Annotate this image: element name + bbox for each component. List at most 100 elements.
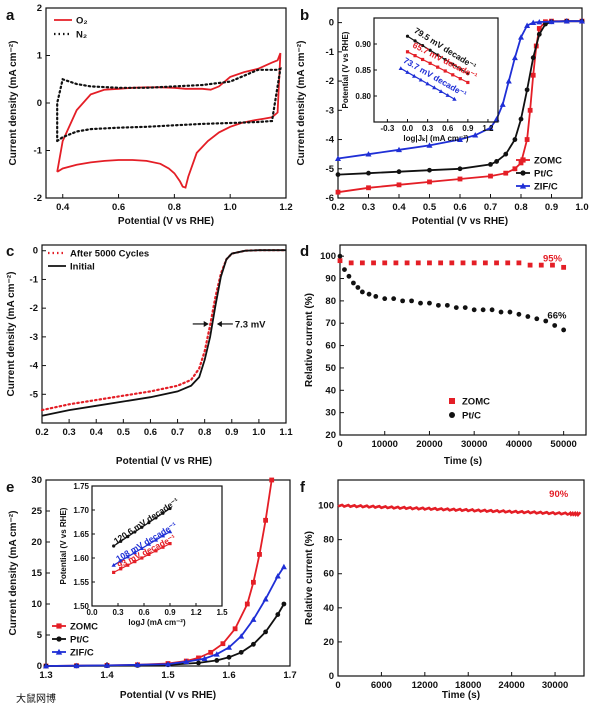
y-tick-label: 90: [325, 274, 336, 285]
data-point: [503, 151, 509, 157]
data-point: [518, 116, 524, 122]
data-point: [196, 660, 201, 666]
data-point: [427, 300, 432, 306]
y-tick-label: -4: [326, 135, 335, 146]
panel-letter: b: [300, 7, 309, 24]
data-point: [482, 260, 488, 266]
data-point: [275, 612, 281, 617]
data-point: [505, 260, 511, 266]
data-point: [232, 626, 238, 632]
x-tick-label: 0.0: [86, 608, 98, 617]
y-tick-label: -3: [30, 332, 38, 343]
inset-data-point: [161, 511, 165, 515]
x-tick-label: 1.6: [222, 670, 235, 681]
x-tick-label: 0.7: [484, 202, 497, 213]
inset-data-point: [146, 542, 152, 546]
inset-data-point: [153, 537, 159, 542]
y-tick-label: 15: [31, 568, 42, 579]
inset-data-point: [119, 567, 123, 571]
data-point: [365, 151, 372, 157]
x-tick-label: 0.3: [63, 427, 76, 438]
y-tick-label: -3: [326, 105, 334, 116]
x-tick-label: 0.2: [35, 427, 48, 438]
inset-data-point: [425, 81, 430, 86]
y-tick-label: -4: [30, 361, 39, 372]
data-point: [471, 307, 477, 313]
data-point: [426, 142, 433, 148]
end-value-label: 95%: [543, 254, 563, 265]
y-tick-label: 0: [37, 661, 42, 672]
inset-x-axis-label: log|Jₖ| (mA cm⁻²): [403, 134, 468, 143]
data-point: [263, 517, 268, 523]
watermark-text: 大鼠网博: [16, 692, 56, 705]
data-point: [498, 309, 504, 315]
x-tick-label: 0.4: [90, 427, 104, 438]
data-point: [516, 260, 522, 266]
x-tick-label: 1.3: [39, 670, 52, 681]
x-axis-label: Potential (V vs RHE): [118, 216, 214, 227]
x-tick-label: 0.3: [362, 202, 375, 213]
x-tick-label: 0.0: [402, 124, 414, 133]
legend-marker: [449, 412, 455, 418]
data-point: [524, 137, 530, 142]
data-point: [104, 662, 110, 668]
x-tick-label: 10000: [372, 439, 398, 450]
y-tick-label: -5: [326, 164, 335, 175]
x-tick-label: 0.9: [225, 427, 238, 438]
data-point: [512, 137, 518, 142]
data-point: [183, 658, 190, 665]
inset-data-point: [445, 93, 450, 97]
data-point: [543, 21, 548, 27]
data-point: [563, 18, 570, 24]
data-point: [382, 260, 388, 266]
data-point: [337, 258, 343, 264]
data-point: [201, 655, 208, 661]
inset-data-point: [398, 66, 404, 71]
data-point: [337, 253, 343, 259]
data-point: [536, 31, 542, 37]
data-point: [550, 262, 555, 268]
data-point: [507, 309, 513, 315]
y-tick-label: -1: [34, 146, 43, 157]
data-point: [214, 658, 220, 663]
data-point: [530, 72, 536, 78]
data-point: [335, 155, 341, 161]
y-tick-label: 0: [329, 18, 334, 29]
data-point: [488, 161, 493, 167]
data-point: [43, 663, 49, 669]
data-point: [493, 116, 500, 122]
x-tick-label: 0: [335, 680, 340, 691]
inset-data-point: [112, 544, 116, 548]
x-axis-label: Time (s): [442, 690, 480, 701]
y-tick-label: 1.60: [73, 554, 89, 563]
y-tick-label: -2: [34, 193, 42, 204]
data-point: [244, 601, 250, 607]
inset-data-point: [161, 545, 165, 549]
y-tick-label: 60: [323, 569, 334, 580]
inset-data-point: [418, 77, 424, 82]
inset-data-point: [133, 530, 137, 534]
x-tick-label: 1.1: [279, 427, 293, 438]
x-tick-label: 1.5: [216, 608, 228, 617]
x-tick-label: -0.3: [381, 124, 395, 133]
x-tick-label: 1.0: [224, 202, 237, 213]
x-tick-label: 24000: [498, 680, 524, 691]
data-point: [457, 166, 463, 172]
data-point: [396, 146, 402, 153]
data-point: [391, 296, 397, 302]
data-point: [263, 629, 268, 635]
x-tick-label: 1.0: [252, 427, 265, 438]
data-point: [396, 182, 402, 188]
legend-label: ZIF/C: [534, 182, 558, 193]
data-point: [196, 655, 201, 661]
data-point: [418, 300, 423, 306]
inset-data-point: [405, 50, 410, 54]
data-point: [472, 132, 479, 138]
inset-data-point: [443, 69, 447, 73]
data-point: [251, 579, 256, 585]
data-point: [552, 323, 558, 328]
data-point: [134, 661, 141, 668]
shift-arrow-right-head: [216, 320, 222, 327]
x-tick-label: 0.8: [168, 202, 181, 213]
y-tick-label: 10: [31, 599, 42, 610]
